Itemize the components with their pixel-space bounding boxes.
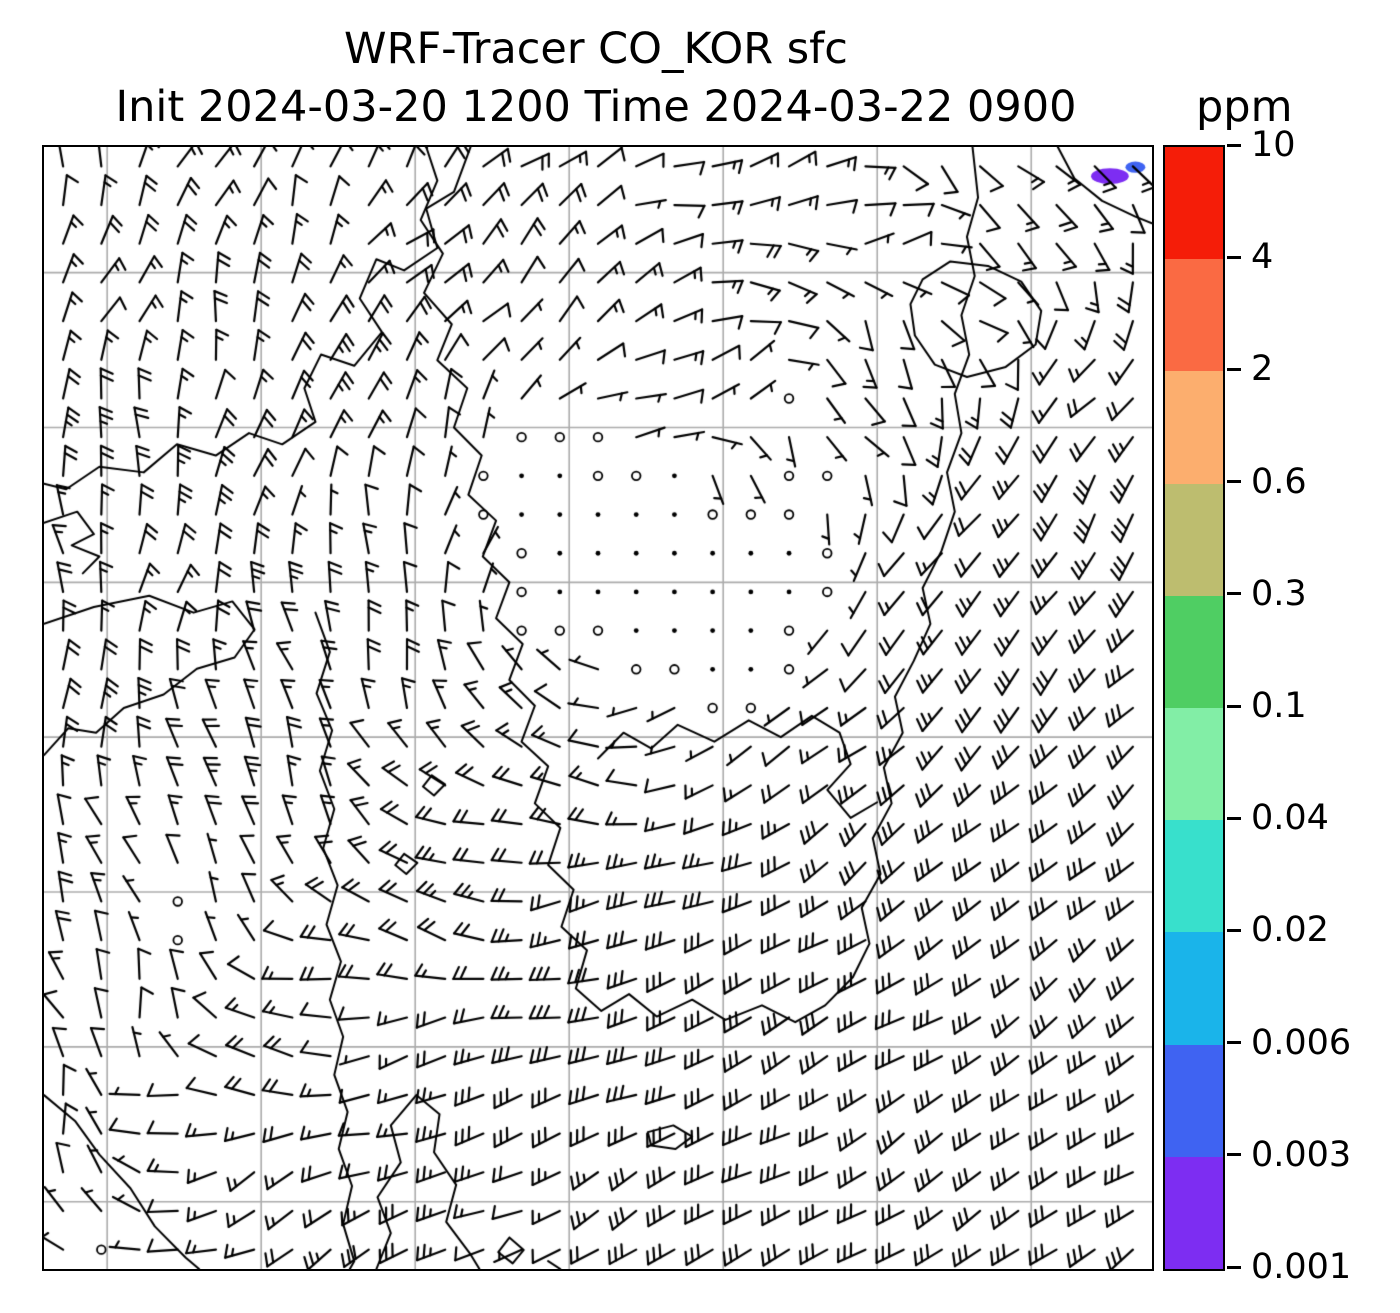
colorbar-tickmark xyxy=(1227,704,1241,708)
colorbar-tickmark xyxy=(1227,1265,1241,1269)
colorbar-tickmark xyxy=(1227,592,1241,596)
colorbar-tickmark xyxy=(1227,1153,1241,1157)
colorbar-tick-label: 0.006 xyxy=(1251,1022,1352,1063)
colorbar-tick-label: 2 xyxy=(1251,349,1274,390)
colorbar-segment xyxy=(1165,708,1223,821)
colorbar-ticks: 10 4 2 0.6 0.3 0.1 0.04 0.02 0.006 0.003 0.001 xyxy=(1227,125,1400,1287)
colorbar-segment xyxy=(1165,595,1223,709)
colorbar-segment xyxy=(1165,147,1223,260)
colorbar-tickmark xyxy=(1227,367,1241,371)
map-plot-frame xyxy=(42,145,1154,1271)
colorbar-segment xyxy=(1165,371,1223,484)
colorbar-tickmark xyxy=(1227,143,1241,147)
colorbar-tickmark xyxy=(1227,816,1241,820)
colorbar-tick-label: 0.003 xyxy=(1251,1134,1352,1175)
colorbar-segment xyxy=(1165,483,1223,596)
colorbar xyxy=(1163,145,1225,1271)
map-plot-canvas xyxy=(44,147,1152,1269)
colorbar-segment xyxy=(1165,932,1223,1045)
colorbar-tickmark xyxy=(1227,255,1241,259)
colorbar-segment xyxy=(1165,1156,1223,1270)
colorbar-tick-label: 4 xyxy=(1251,237,1274,278)
colorbar-tick-label: 0.02 xyxy=(1251,910,1329,951)
figure-title-line1: WRF-Tracer CO_KOR sfc xyxy=(344,24,848,74)
colorbar-tickmark xyxy=(1227,1041,1241,1045)
colorbar-segment xyxy=(1165,1044,1223,1157)
colorbar-segment xyxy=(1165,259,1223,372)
colorbar-tick-label: 0.6 xyxy=(1251,461,1307,502)
colorbar-unit-label: ppm xyxy=(1196,82,1293,132)
colorbar-tick-label: 10 xyxy=(1251,125,1296,165)
figure-title-line2: Init 2024-03-20 1200 Time 2024-03-22 090… xyxy=(115,82,1077,132)
colorbar-segment xyxy=(1165,820,1223,933)
colorbar-tickmark xyxy=(1227,480,1241,484)
colorbar-tick-label: 0.3 xyxy=(1251,573,1307,614)
colorbar-tick-label: 0.001 xyxy=(1251,1247,1352,1287)
colorbar-tick-label: 0.04 xyxy=(1251,798,1329,839)
colorbar-tick-label: 0.1 xyxy=(1251,686,1307,726)
colorbar-tickmark xyxy=(1227,928,1241,932)
